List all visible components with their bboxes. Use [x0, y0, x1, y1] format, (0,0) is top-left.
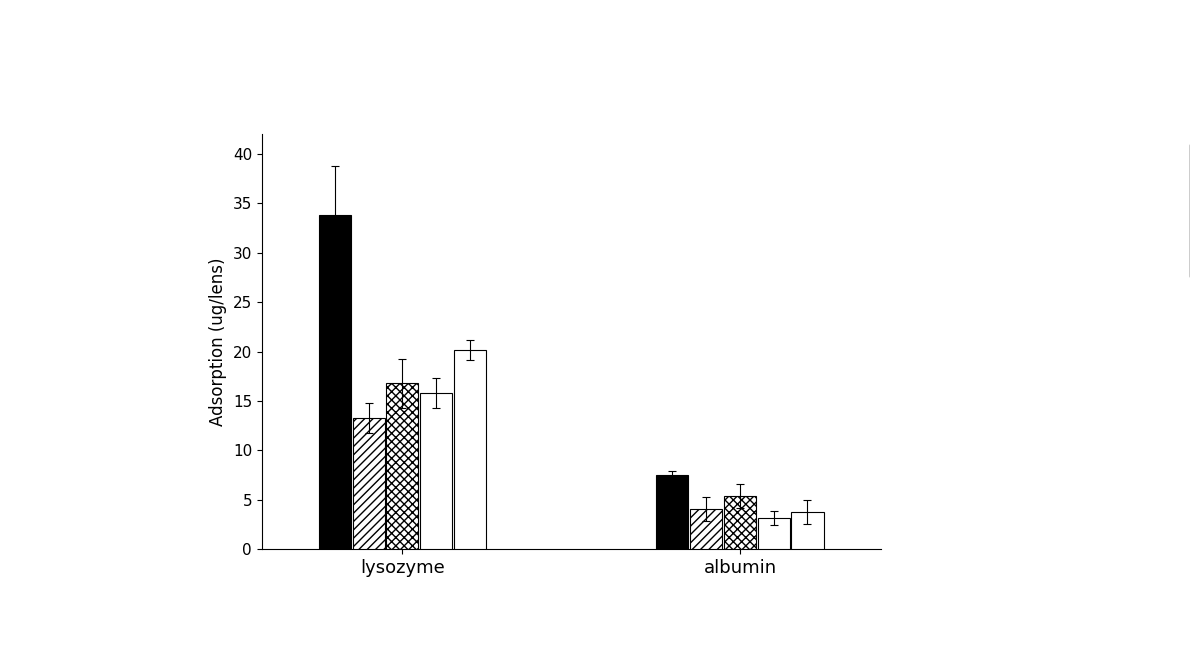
Bar: [387, 383, 419, 549]
Bar: [791, 512, 823, 549]
Bar: [690, 509, 722, 549]
Bar: [319, 215, 351, 549]
Bar: [657, 475, 689, 549]
Bar: [352, 418, 384, 549]
Bar: [453, 350, 486, 549]
Bar: [758, 518, 790, 549]
Y-axis label: Adsorption (ug/lens): Adsorption (ug/lens): [209, 257, 227, 426]
Bar: [420, 393, 452, 549]
Bar: [724, 496, 756, 549]
